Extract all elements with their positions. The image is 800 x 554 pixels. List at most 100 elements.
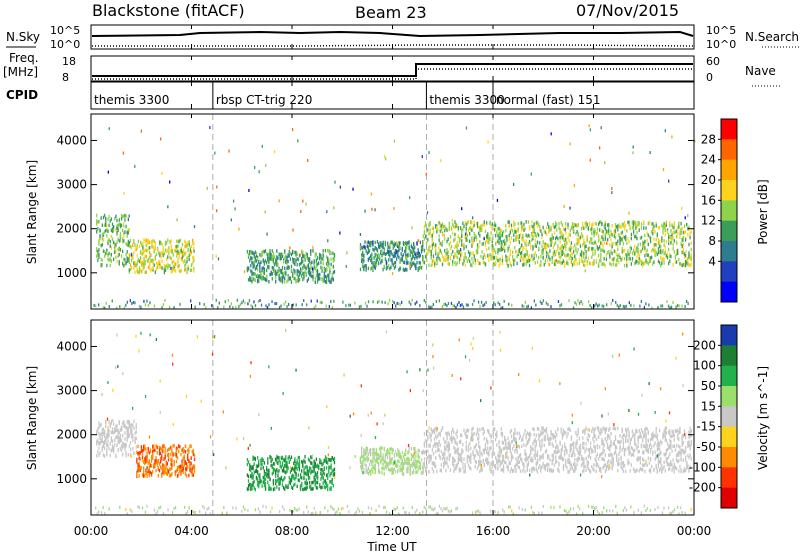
- echo-cell: [132, 433, 134, 438]
- echo-cell: [399, 464, 401, 469]
- echo-cell: [522, 257, 524, 262]
- echo-cell: [331, 272, 333, 277]
- echo-cell: [142, 263, 144, 268]
- echo-cell: [374, 261, 376, 266]
- echo-cell: [303, 487, 305, 492]
- speckle-cell: [685, 249, 687, 253]
- echo-cell: [622, 249, 625, 253]
- echo-cell: [280, 256, 282, 260]
- echo-cell: [499, 237, 501, 242]
- speckle-cell: [589, 158, 591, 162]
- echo-cell: [383, 247, 385, 251]
- echo-cell: [254, 257, 256, 262]
- echo-cell: [658, 260, 661, 265]
- echo-cell: [573, 261, 575, 265]
- echo-cell: [417, 248, 419, 252]
- echo-cell: [372, 247, 374, 252]
- echo-cell: [403, 452, 406, 457]
- echo-cell: [285, 484, 287, 488]
- echo-cell: [476, 437, 479, 441]
- echo-cell: [390, 458, 392, 462]
- echo-cell: [277, 478, 279, 482]
- echo-cell: [288, 480, 290, 485]
- ground-scatter-cell: [395, 304, 397, 308]
- echo-cell: [261, 484, 263, 488]
- echo-cell: [592, 222, 594, 227]
- echo-cell: [126, 435, 128, 439]
- echo-cell: [489, 447, 491, 451]
- echo-cell: [567, 235, 569, 240]
- echo-cell: [112, 225, 115, 229]
- echo-cell: [267, 469, 269, 473]
- echo-cell: [674, 254, 677, 258]
- echo-cell: [281, 280, 284, 284]
- echo-cell: [536, 220, 539, 225]
- echo-cell: [398, 244, 400, 248]
- echo-cell: [297, 478, 299, 482]
- echo-cell: [528, 234, 531, 238]
- echo-cell: [253, 264, 255, 268]
- echo-cell: [183, 449, 186, 453]
- echo-cell: [560, 248, 562, 252]
- ground-scatter-cell: [287, 302, 290, 306]
- echo-cell: [154, 255, 156, 259]
- echo-cell: [147, 461, 149, 466]
- echo-cell: [282, 260, 285, 264]
- echo-cell: [619, 224, 621, 229]
- echo-cell: [139, 240, 142, 245]
- echo-cell: [521, 236, 523, 241]
- echo-cell: [454, 449, 456, 454]
- echo-cell: [284, 464, 286, 468]
- echo-cell: [470, 452, 472, 457]
- echo-cell: [453, 463, 455, 468]
- echo-cell: [508, 255, 510, 259]
- echo-cell: [427, 252, 429, 256]
- echo-cell: [260, 253, 262, 258]
- echo-cell: [550, 225, 552, 230]
- ground-scatter-cell: [236, 298, 239, 302]
- echo-cell: [100, 423, 102, 427]
- echo-cell: [566, 259, 568, 263]
- echo-cell: [163, 457, 165, 461]
- echo-cell: [398, 459, 400, 464]
- echo-cell: [627, 237, 629, 241]
- echo-cell: [422, 241, 424, 245]
- speckle-cell: [352, 187, 354, 191]
- echo-cell: [605, 253, 608, 257]
- echo-cell: [627, 249, 629, 253]
- speckle-cell: [101, 258, 103, 262]
- echo-cell: [149, 449, 152, 454]
- echo-cell: [565, 254, 567, 258]
- echo-cell: [548, 244, 550, 248]
- echo-cell: [608, 223, 610, 227]
- echo-cell: [305, 266, 307, 271]
- echo-cell: [448, 442, 450, 446]
- echo-cell: [435, 251, 437, 256]
- echo-cell: [511, 257, 514, 261]
- echo-cell: [509, 252, 512, 257]
- echo-cell: [152, 258, 154, 263]
- echo-cell: [675, 260, 678, 264]
- speckle-cell: [393, 139, 396, 143]
- ground-scatter-cell: [687, 301, 689, 305]
- echo-cell: [499, 453, 501, 458]
- echo-cell: [314, 481, 316, 486]
- echo-cell: [489, 467, 491, 472]
- echo-cell: [681, 226, 683, 231]
- echo-cell: [438, 453, 440, 458]
- echo-cell: [422, 244, 424, 248]
- echo-cell: [163, 251, 166, 256]
- echo-cell: [505, 224, 507, 228]
- echo-cell: [480, 466, 482, 471]
- speckle-cell: [530, 172, 532, 176]
- echo-cell: [433, 430, 436, 435]
- echo-cell: [299, 271, 302, 275]
- echo-cell: [374, 263, 376, 268]
- echo-cell: [411, 464, 414, 468]
- echo-cell: [181, 462, 183, 466]
- echo-cell: [428, 222, 430, 227]
- echo-cell: [270, 270, 272, 275]
- echo-cell: [592, 249, 594, 254]
- echo-cell: [626, 264, 628, 268]
- echo-cell: [459, 226, 462, 230]
